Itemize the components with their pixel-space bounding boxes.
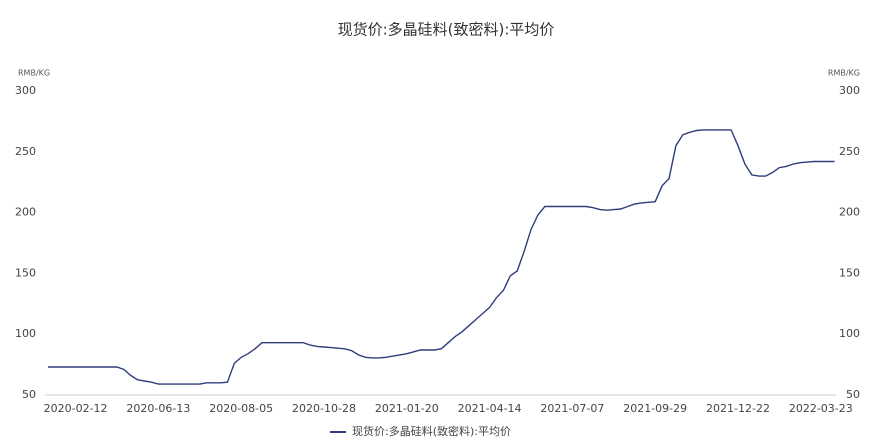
line-series: [48, 129, 835, 385]
y2-tick-label: 50: [846, 388, 860, 401]
y-tick-label: 200: [15, 206, 36, 219]
y2-tick-label: 200: [839, 206, 860, 219]
y2-tick-label: 300: [839, 84, 860, 97]
y-tick-label: 300: [15, 84, 36, 97]
y-tick-label: 100: [15, 327, 36, 340]
x-tick-label: 2021-07-07: [540, 402, 604, 415]
x-tick-label: 2020-08-05: [209, 402, 273, 415]
x-tick-label: 2021-01-20: [375, 402, 439, 415]
y2-tick-label: 150: [839, 266, 860, 279]
y-tick-label: 50: [22, 388, 36, 401]
y-tick-label: 250: [15, 145, 36, 158]
y2-tick-label: 100: [839, 327, 860, 340]
x-tick-label: 2021-04-14: [458, 402, 522, 415]
x-tick-label: 2020-06-13: [126, 402, 190, 415]
x-tick-label: 2021-09-29: [623, 402, 687, 415]
chart-title: 现货价:多晶硅料(致密料):平均价: [338, 21, 555, 39]
y-tick-label: 150: [15, 266, 36, 279]
x-tick-label: 2022-03-23: [789, 402, 853, 415]
x-tick-label: 2021-12-22: [706, 402, 770, 415]
legend-label: 现货价:多晶硅料(致密料):平均价: [352, 424, 511, 438]
y-axis-unit: RMB/KG: [18, 69, 50, 78]
y2-axis-unit: RMB/KG: [828, 69, 860, 78]
x-tick-label: 2020-10-28: [292, 402, 356, 415]
y2-tick-label: 250: [839, 145, 860, 158]
x-tick-label: 2020-02-12: [44, 402, 108, 415]
